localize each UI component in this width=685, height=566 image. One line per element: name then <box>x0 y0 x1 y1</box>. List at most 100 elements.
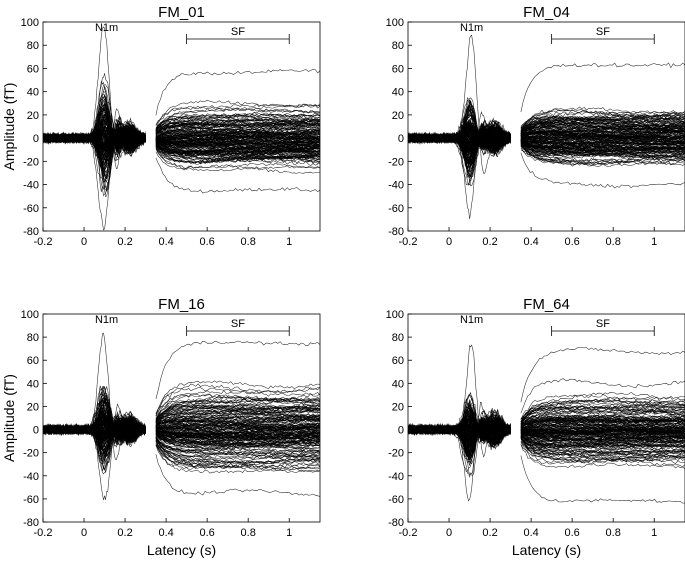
trace-sustained <box>520 144 685 165</box>
x-tick-label: -0.2 <box>399 527 418 539</box>
y-tick-label: -60 <box>23 203 39 215</box>
x-tick-label: 0 <box>81 527 87 539</box>
trace-sustained <box>520 145 685 165</box>
trace-sustained <box>520 436 685 455</box>
trace-sustained <box>520 121 685 134</box>
y-tick-label: 60 <box>392 63 404 75</box>
sf-label: SF <box>231 318 245 330</box>
trace-sustained <box>520 141 685 152</box>
x-tick-label: 1 <box>286 527 292 539</box>
trace-sustained <box>155 432 320 442</box>
trace-sustained <box>155 141 320 154</box>
trace-sustained <box>520 130 685 137</box>
trace-sustained <box>155 393 320 417</box>
trace-sustained <box>520 430 685 442</box>
trace-sustained <box>520 425 685 433</box>
x-tick-label: 0.8 <box>606 236 621 248</box>
trace-sustained <box>520 126 685 135</box>
trace-early <box>43 424 146 436</box>
trace-sustained <box>520 425 685 435</box>
trace-sustained <box>155 114 320 129</box>
trace-sustained <box>520 419 685 429</box>
x-tick-label: 0.2 <box>117 236 132 248</box>
axes-box <box>407 313 685 523</box>
y-tick-label: 100 <box>386 17 404 29</box>
trace-sustained <box>155 427 320 435</box>
trace-sustained <box>155 436 320 459</box>
y-tick-label: -40 <box>388 471 404 483</box>
trace-group <box>408 34 685 220</box>
x-tick-label: 0.6 <box>564 527 579 539</box>
trace-sustained <box>520 431 685 439</box>
x-tick-label: 0.6 <box>564 236 579 248</box>
y-tick-label: -20 <box>23 156 39 168</box>
x-tick-label: 0.2 <box>482 236 497 248</box>
trace-sustained <box>155 133 320 144</box>
x-tick-label: 0.4 <box>523 527 538 539</box>
y-tick-label: 0 <box>398 133 404 145</box>
trace-sustained <box>155 143 320 161</box>
trace-sustained <box>520 117 685 135</box>
y-tick-label: -80 <box>388 226 404 238</box>
trace-sustained <box>155 422 320 430</box>
x-axis-label: Latency (s) <box>512 542 581 558</box>
trace-sustained <box>155 441 320 459</box>
y-tick-label: 80 <box>392 332 404 344</box>
y-tick-label: 100 <box>21 17 39 29</box>
trace-sustained <box>155 401 320 420</box>
trace-sustained <box>520 437 685 461</box>
trace-sustained <box>155 406 320 421</box>
y-tick-label: -80 <box>388 517 404 529</box>
trace-sustained <box>155 445 320 473</box>
trace-sustained <box>520 405 685 422</box>
trace-sustained <box>520 115 685 130</box>
trace-sustained <box>520 139 685 146</box>
trace-sustained <box>155 433 320 444</box>
trace-sustained <box>155 433 320 445</box>
y-tick-label: -40 <box>23 471 39 483</box>
n1m-label: N1m <box>460 314 483 326</box>
trace-sustained <box>155 415 320 425</box>
chart-panel: 100 80 60 40 20 0 -20 -40 -60 -80-0.2 0 0.2 0.4 0.6 0.… <box>386 296 685 558</box>
trace-sustained <box>520 408 685 424</box>
trace-sustained <box>155 390 320 417</box>
trace-sustained <box>155 399 320 422</box>
y-tick-label: 100 <box>21 309 39 321</box>
trace-sustained <box>155 142 320 152</box>
x-tick-label: 0.4 <box>158 527 173 539</box>
y-tick-label: -20 <box>388 448 404 460</box>
trace-sustained <box>155 383 320 416</box>
trace-sustained <box>155 416 320 429</box>
trace-sustained <box>520 416 685 427</box>
trace-sustained <box>155 111 320 134</box>
y-tick-label: 80 <box>392 40 404 52</box>
trace-sustained <box>155 405 320 424</box>
x-tick-label: 1 <box>651 527 657 539</box>
n1m-label: N1m <box>460 22 483 34</box>
trace-sustained <box>520 435 685 443</box>
trace-sustained <box>520 444 685 470</box>
trace-sustained <box>520 440 685 461</box>
trace-sustained <box>520 347 685 403</box>
x-tick-label: 1 <box>286 236 292 248</box>
trace-sustained <box>155 115 320 134</box>
trace-sustained <box>155 426 320 432</box>
trace-sustained <box>155 144 320 160</box>
trace-sustained <box>155 122 320 134</box>
panel-title: FM_64 <box>523 296 570 313</box>
x-tick-label: -0.2 <box>34 527 53 539</box>
sf-label: SF <box>596 26 610 38</box>
trace-sustained <box>155 441 320 465</box>
y-tick-label: 20 <box>27 110 39 122</box>
n1m-label: N1m <box>95 314 118 326</box>
trace-sustained <box>520 426 685 435</box>
y-tick-label: 60 <box>392 355 404 367</box>
trace-sustained <box>520 106 685 130</box>
chart-panel: 100 80 60 40 20 0 -20 -40 -60 -80-0.2 0 0.2 0.4 0.6 0.… <box>1 296 321 558</box>
trace-sustained <box>155 139 320 150</box>
y-tick-label: 20 <box>392 110 404 122</box>
trace-sustained <box>155 437 320 454</box>
y-tick-label: 80 <box>27 332 39 344</box>
trace-early <box>408 123 511 147</box>
